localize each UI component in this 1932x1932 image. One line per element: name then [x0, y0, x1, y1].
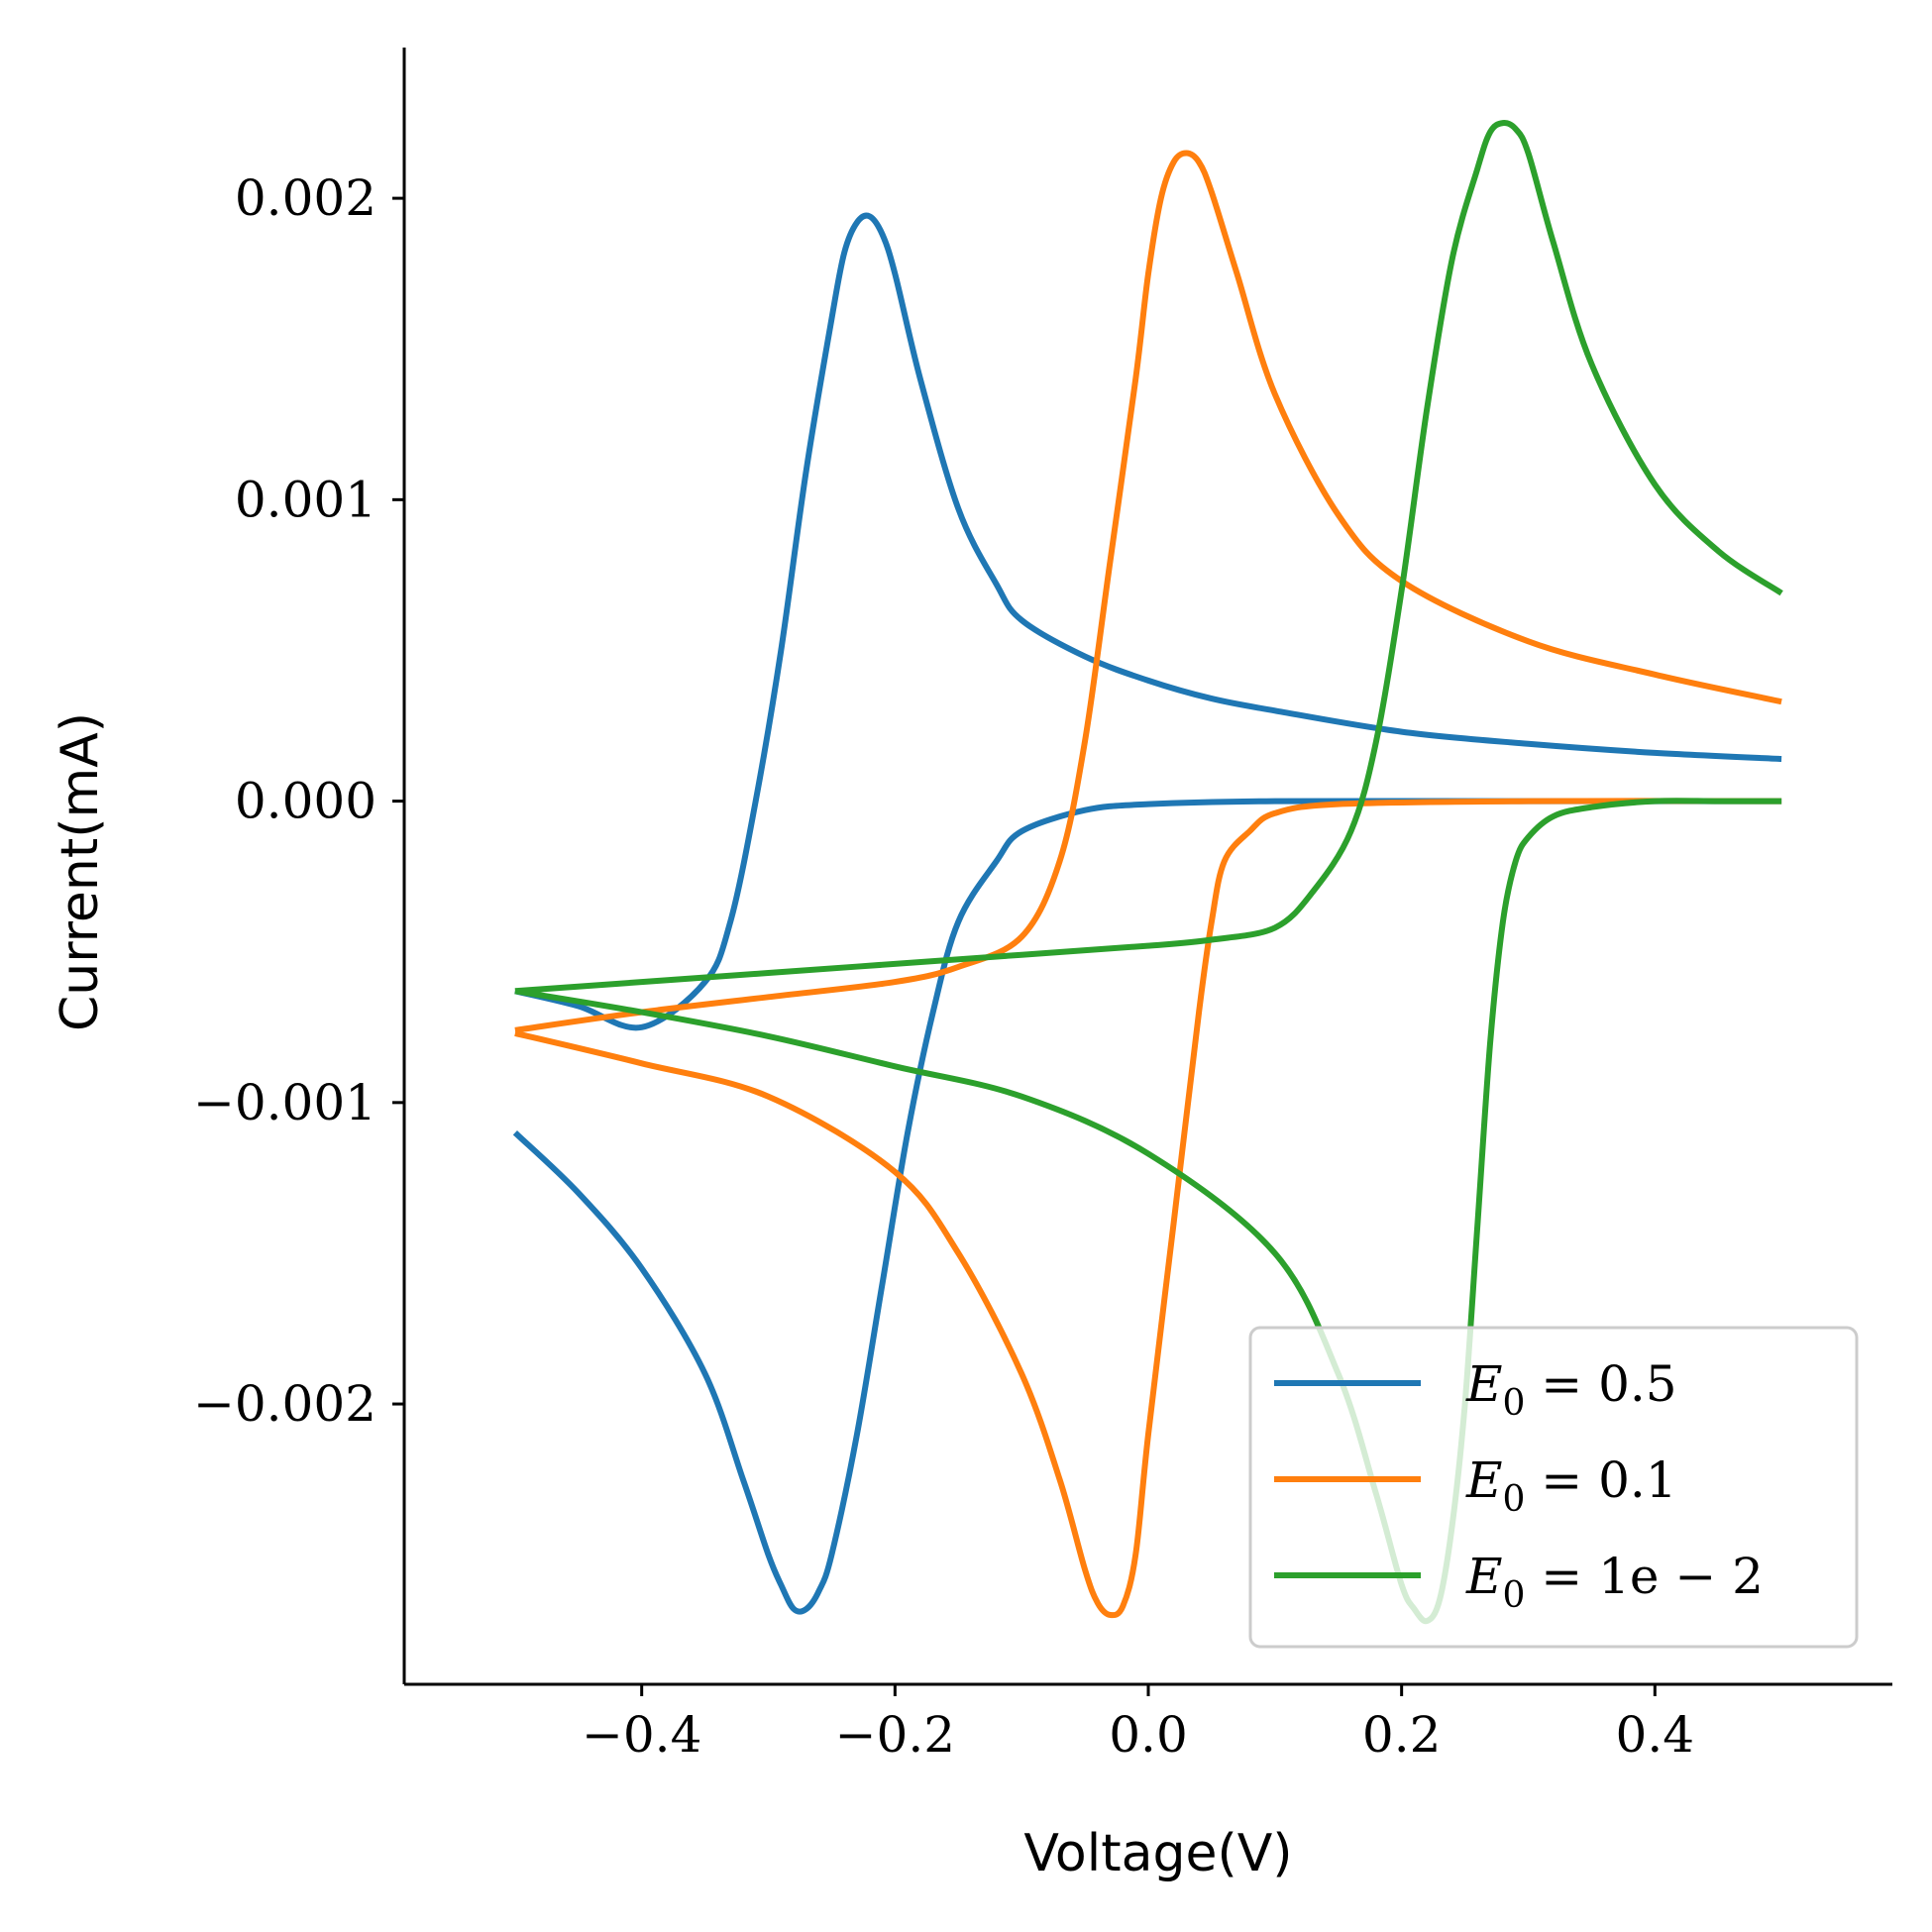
- series-0-forward-line: [514, 212, 1782, 1031]
- legend-entry: E0 = 0.1: [1274, 1451, 1677, 1520]
- x-tick-label: 0.4: [1616, 1706, 1695, 1764]
- series-0: [512, 212, 1782, 1615]
- series-0-reverse-line: [512, 798, 1782, 1615]
- series-1: [514, 150, 1782, 1619]
- x-axis-label: Voltage(V): [1023, 1824, 1292, 1883]
- legend-label: E0 = 1e − 2: [1465, 1548, 1764, 1616]
- legend-entry: E0 = 0.5: [1274, 1355, 1677, 1424]
- series-1-reverse-line: [514, 798, 1782, 1619]
- x-tick-label: −0.2: [835, 1706, 955, 1764]
- y-axis-label: Current(mA): [51, 712, 110, 1031]
- y-tick-label: 0.000: [235, 773, 376, 830]
- y-tick-label: −0.002: [193, 1375, 376, 1433]
- y-tick-label: 0.001: [235, 471, 376, 528]
- legend-entry: E0 = 1e − 2: [1274, 1548, 1764, 1616]
- legend-box: [1248, 1326, 1859, 1649]
- y-tick-label: 0.002: [235, 169, 376, 227]
- legend-label: E0 = 0.1: [1465, 1451, 1677, 1520]
- x-tick-label: 0.0: [1109, 1706, 1188, 1764]
- x-tick-label: 0.2: [1362, 1706, 1442, 1764]
- axes-layer: 0.002 0.001 0.000 −0.001 −0.002 −0.4 −0.2 0.0 0.…: [51, 48, 1892, 1883]
- series-2-forward-line: [514, 120, 1783, 995]
- legend: E0 = 0.5 E0 = 0.1 E0 = 1e − 2: [1248, 1326, 1859, 1649]
- y-tick-label: −0.001: [193, 1074, 376, 1131]
- series-1-forward-line: [514, 150, 1782, 1033]
- legend-label: E0 = 0.5: [1465, 1355, 1677, 1424]
- x-tick-label: −0.4: [582, 1706, 701, 1764]
